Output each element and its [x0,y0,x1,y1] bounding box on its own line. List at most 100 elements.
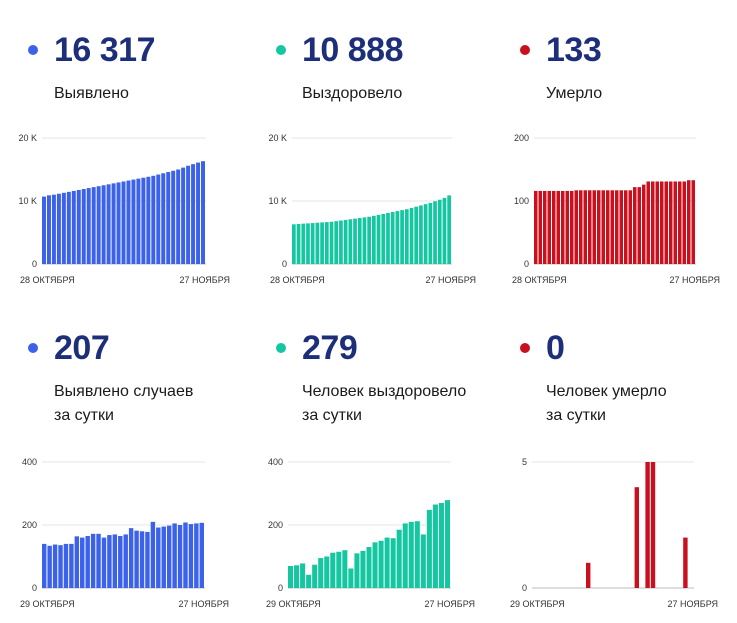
bar [390,212,395,264]
series-dot [276,45,286,55]
bar [171,170,176,264]
bar [561,190,565,264]
bar [141,177,146,264]
bar [118,536,123,588]
y-tick-label: 5 [522,457,527,467]
detected-total-label: Выявлено [54,85,129,102]
bar [683,537,688,588]
bar [339,220,343,264]
bar [161,526,166,588]
died-total-value: 133 [546,30,602,69]
bar [166,172,171,264]
x-end-label: 27 НОЯБРЯ [424,599,475,609]
bar [348,568,354,588]
bar [390,538,396,588]
label-line: за сутки [546,407,606,424]
bar [409,207,414,264]
bar [376,214,381,264]
bar [312,564,318,588]
x-start-label: 29 ОКТЯБРЯ [510,599,565,609]
x-start-label: 28 ОКТЯБРЯ [20,275,75,285]
detected-total-value: 16 317 [54,30,156,69]
bar [112,534,118,588]
bar [134,530,139,588]
bar [402,523,408,588]
bar [324,222,329,264]
bar [101,537,107,588]
detected-daily-value: 207 [54,328,110,367]
label-line: Человек умерло [546,383,667,400]
label-line: за сутки [302,407,362,424]
bar [353,218,357,264]
bar [151,175,156,264]
bar [547,190,551,264]
bar [126,180,131,264]
x-start-label: 29 ОКТЯБРЯ [266,599,321,609]
died-daily-label: Человек умерло за сутки [546,380,667,428]
bar [201,161,205,264]
series-dot [28,45,38,55]
bar [47,545,52,588]
bar [123,534,128,588]
bar [172,523,177,588]
bar [687,180,691,264]
bar [320,222,324,264]
bar [673,181,677,264]
bar [408,521,414,588]
y-tick-label: 200 [22,520,37,530]
bar [136,178,141,264]
bar [583,190,587,264]
label-line: Выявлено случаев [54,383,194,400]
stat-row: 10 888 [270,30,404,70]
bar [588,190,592,264]
bar [183,522,188,588]
bar [199,522,204,588]
stat-row: 279 [270,328,358,368]
bar [682,181,686,264]
stat-row: 0 [514,328,565,368]
died-total-chart: 0 100 200 28 ОКТЯБРЯ 27 НОЯБРЯ [512,133,720,285]
stat-row: 16 317 [22,30,156,70]
bar [91,187,96,264]
bar [85,536,90,588]
bar [565,190,569,264]
bar [145,531,150,588]
bar [655,181,659,264]
recovered-total-label: Выздоровело [302,85,403,102]
x-start-label: 28 ОКТЯБРЯ [512,275,567,285]
bar [419,205,423,264]
bar [330,552,336,588]
bar [56,193,61,264]
bar [592,190,596,264]
bar [619,190,623,264]
bar [86,188,91,264]
bar [354,553,360,588]
bar [288,565,294,588]
bar [156,174,161,264]
bar [606,190,610,264]
bar [372,542,378,588]
bar [610,190,614,264]
bar [191,164,196,264]
bar [651,181,655,264]
bar [447,195,451,264]
x-end-label: 27 НОЯБРЯ [425,275,476,285]
bar [343,219,348,264]
bar [71,190,76,264]
bar [74,536,80,588]
bar [438,502,444,588]
bar [318,558,324,588]
bar [378,540,384,588]
bar [396,529,402,588]
bar [292,224,296,264]
bar [66,191,71,264]
bar [366,547,372,588]
y-tick-label: 200 [268,520,283,530]
bar [556,190,560,264]
bar [186,165,191,264]
recovered-total-chart: 0 10 K 20 K 28 ОКТЯБРЯ 27 НОЯБРЯ [268,133,476,285]
bar [336,551,342,588]
bar [42,543,47,588]
x-end-label: 27 НОЯБРЯ [669,275,720,285]
bar [357,218,362,264]
